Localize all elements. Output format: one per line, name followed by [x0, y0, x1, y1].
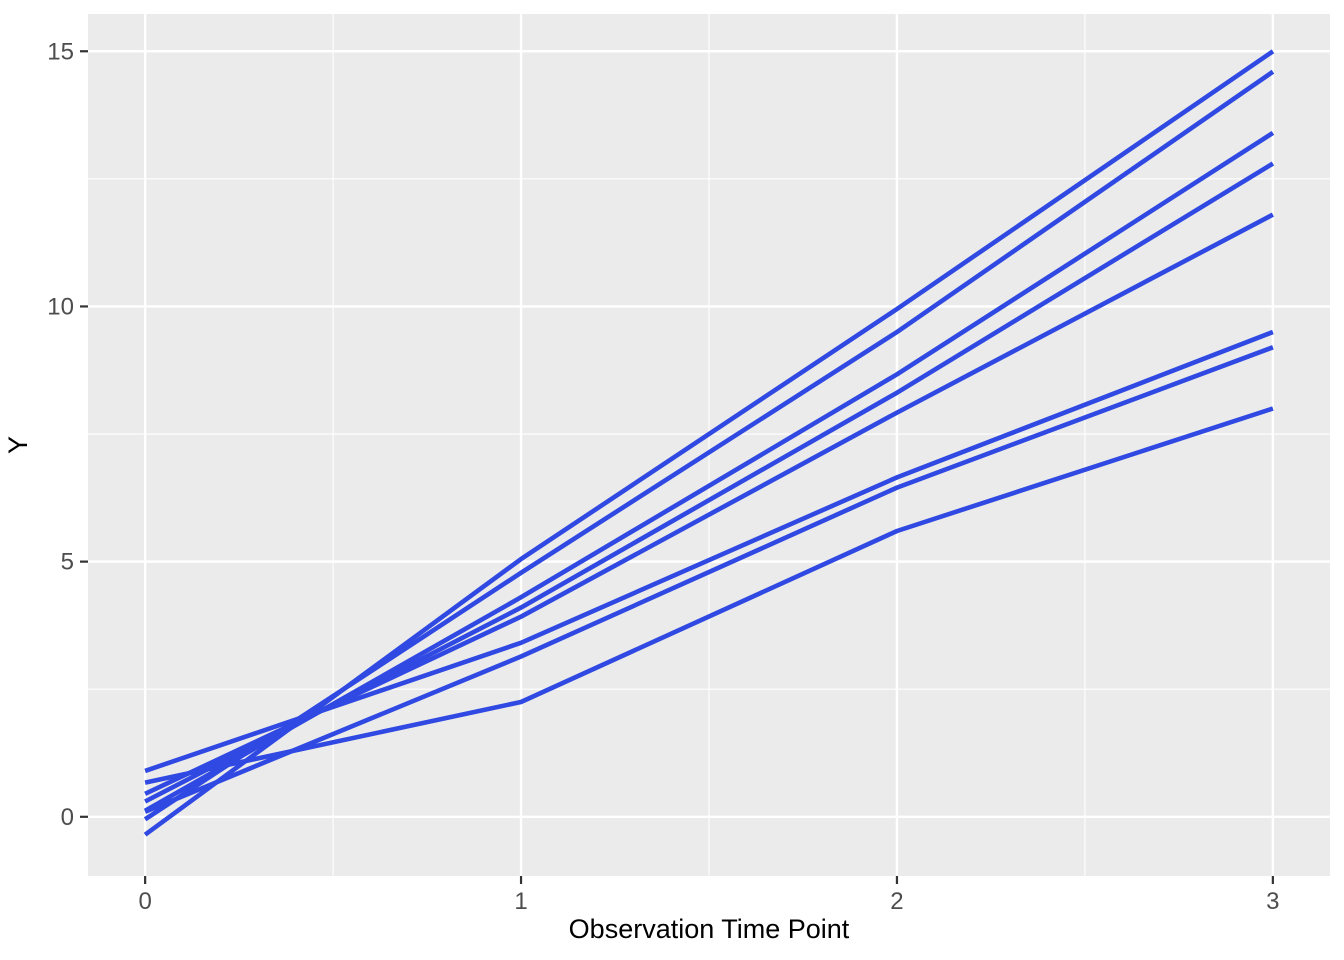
y-tick-label-1: 5 [61, 549, 74, 576]
series-line-7 [144, 345, 1274, 814]
series-line-6 [144, 329, 1274, 774]
y-axis-title: Y [3, 436, 33, 454]
x-tick-label-3: 3 [1266, 888, 1279, 915]
y-tick-label-2: 10 [47, 293, 74, 320]
x-tick-label-2: 2 [890, 888, 903, 915]
y-tick-label-3: 15 [47, 38, 74, 65]
x-tick-label-1: 1 [514, 888, 527, 915]
x-tick-label-0: 0 [138, 888, 151, 915]
x-axis-title: Observation Time Point [569, 914, 850, 944]
series-line-8 [144, 406, 1274, 785]
y-tick-label-0: 0 [61, 804, 74, 831]
series-line-2 [143, 69, 1275, 822]
